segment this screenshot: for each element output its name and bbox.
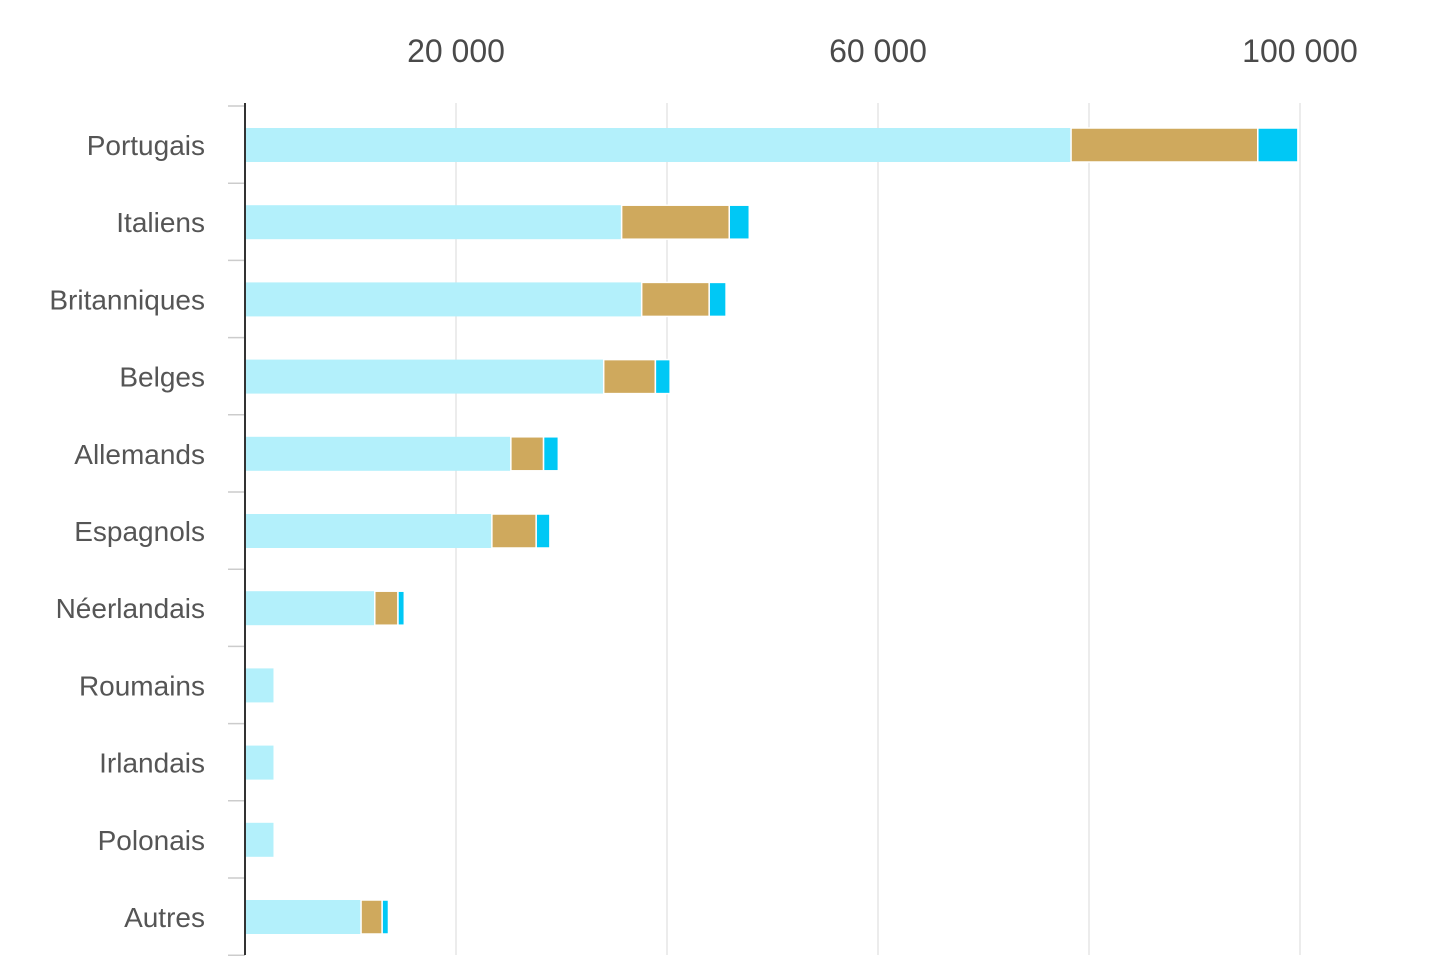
bar-segment-italiens-1 [620,204,730,240]
bar-segment-autres-0 [245,900,362,934]
bar-segment-britanniques-1 [640,281,710,318]
bar-segment-italiens-2 [728,204,751,240]
bar-segment-allemands-1 [510,436,545,472]
bar-segment-roumains-0 [245,668,274,703]
bar-segment-allemands-2 [542,436,560,472]
bar-segment-autres-2 [381,899,390,935]
bar-segment-belges-1 [602,358,657,395]
bar-segment-belges-2 [654,358,671,395]
category-label: Italiens [116,207,205,238]
bar-segment-néerlandais-1 [374,590,399,626]
bar-segment-polonais-0 [245,822,274,857]
category-label: Britanniques [49,284,205,315]
bar-segment-britanniques-2 [708,281,727,318]
x-axis-ticks: 20 000 60 000 100 000 [407,33,1358,69]
bars [245,127,1299,935]
bar-segment-néerlandais-2 [397,590,406,626]
bar-segment-portugais-1 [1070,127,1259,163]
bar-segment-italiens-0 [245,205,622,240]
category-label: Polonais [98,825,205,856]
x-tick-label: 60 000 [829,33,927,69]
bar-segment-allemands-0 [245,436,511,471]
category-label: Roumains [79,670,205,701]
bar-segment-espagnols-1 [491,513,537,549]
bar-segment-espagnols-0 [245,514,492,548]
bar-segment-portugais-0 [245,128,1072,162]
bar-segment-néerlandais-0 [245,591,375,626]
y-axis [228,103,246,956]
x-tick-label: 100 000 [1242,33,1358,69]
bar-segment-irlandais-0 [245,745,274,780]
bar-segment-belges-0 [245,359,604,394]
bar-segment-autres-1 [360,899,383,935]
category-label: Belges [119,362,205,393]
gridlines [455,103,1301,955]
category-label: Allemands [74,439,205,470]
bar-segment-portugais-2 [1257,127,1299,163]
category-label: Espagnols [74,516,205,547]
x-tick-label: 20 000 [407,33,505,69]
bar-segment-espagnols-2 [535,513,551,549]
category-label: Irlandais [99,748,205,779]
bar-segment-britanniques-0 [245,282,642,317]
category-label: Néerlandais [56,593,205,624]
category-label: Autres [124,902,205,933]
category-labels: Portugais Italiens Britanniques Belges Allem… [49,130,205,933]
category-label: Portugais [87,130,205,161]
